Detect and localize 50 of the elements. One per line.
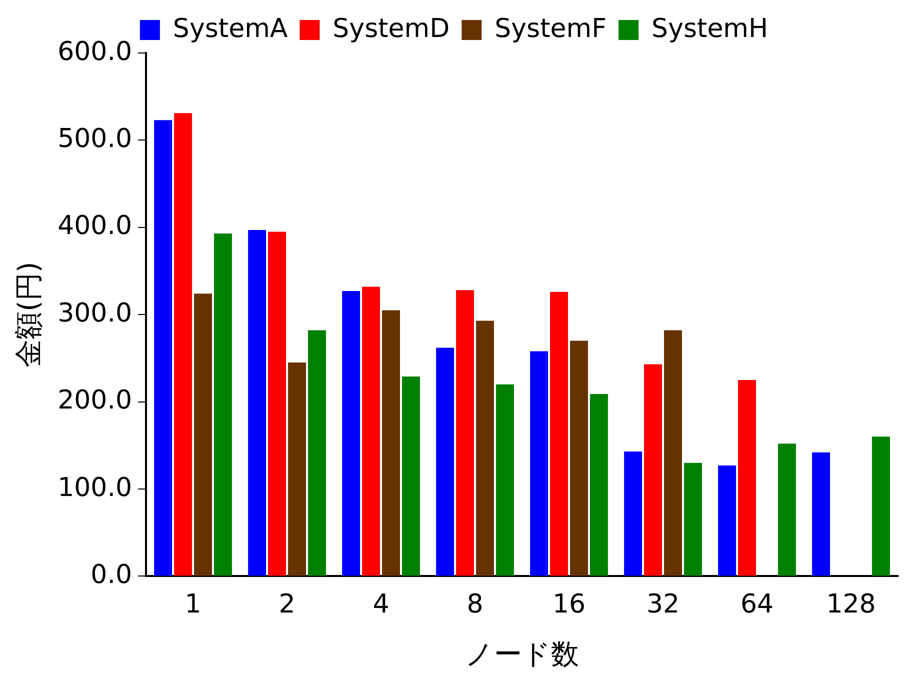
bar (382, 310, 400, 576)
x-axis-title: ノード数 (465, 637, 580, 670)
x-tick-label: 8 (466, 590, 484, 620)
y-tick-label: 600.0 (58, 36, 132, 67)
x-tick-label: 2 (278, 590, 296, 620)
bar (476, 320, 494, 576)
bar (812, 452, 830, 576)
x-tick-label: 16 (552, 590, 586, 620)
bar (738, 380, 756, 576)
bar (248, 230, 266, 576)
y-tick-label: 500.0 (58, 124, 132, 154)
x-tick-label: 32 (646, 590, 680, 620)
bar (590, 394, 608, 576)
bar (214, 234, 232, 576)
x-tick-label: 4 (372, 590, 390, 620)
bar (342, 291, 360, 576)
bar (684, 462, 702, 576)
bar (530, 351, 548, 576)
y-tick-label: 100.0 (58, 472, 132, 503)
bar (268, 232, 286, 576)
y-tick-label: 400.0 (58, 211, 132, 242)
bar (456, 290, 474, 576)
x-tick-label: 64 (740, 590, 774, 620)
bar (644, 364, 662, 576)
x-tick-label: 128 (826, 590, 876, 620)
bar (288, 362, 306, 576)
bar (718, 465, 736, 576)
bar (872, 436, 890, 576)
y-tick-label: 300.0 (58, 298, 132, 328)
bar (174, 113, 192, 576)
y-tick-label: 0.0 (90, 560, 132, 590)
bar (436, 348, 454, 576)
x-tick-label: 1 (184, 590, 202, 620)
bar (194, 294, 212, 576)
bar (308, 330, 326, 576)
legend-label: SystemD (332, 14, 450, 44)
bar (624, 452, 642, 576)
bar (664, 330, 682, 576)
bar (402, 376, 420, 576)
legend-label: SystemF (494, 14, 607, 44)
y-axis-title: 金額(円) (12, 262, 46, 368)
bar (154, 120, 172, 576)
legend-label: SystemH (652, 14, 768, 44)
bar (496, 384, 514, 576)
y-tick-label: 200.0 (58, 386, 132, 416)
bar (362, 286, 380, 576)
bar (550, 292, 568, 576)
bar (778, 444, 796, 576)
bar (570, 340, 588, 576)
legend-label: SystemA (172, 14, 288, 44)
